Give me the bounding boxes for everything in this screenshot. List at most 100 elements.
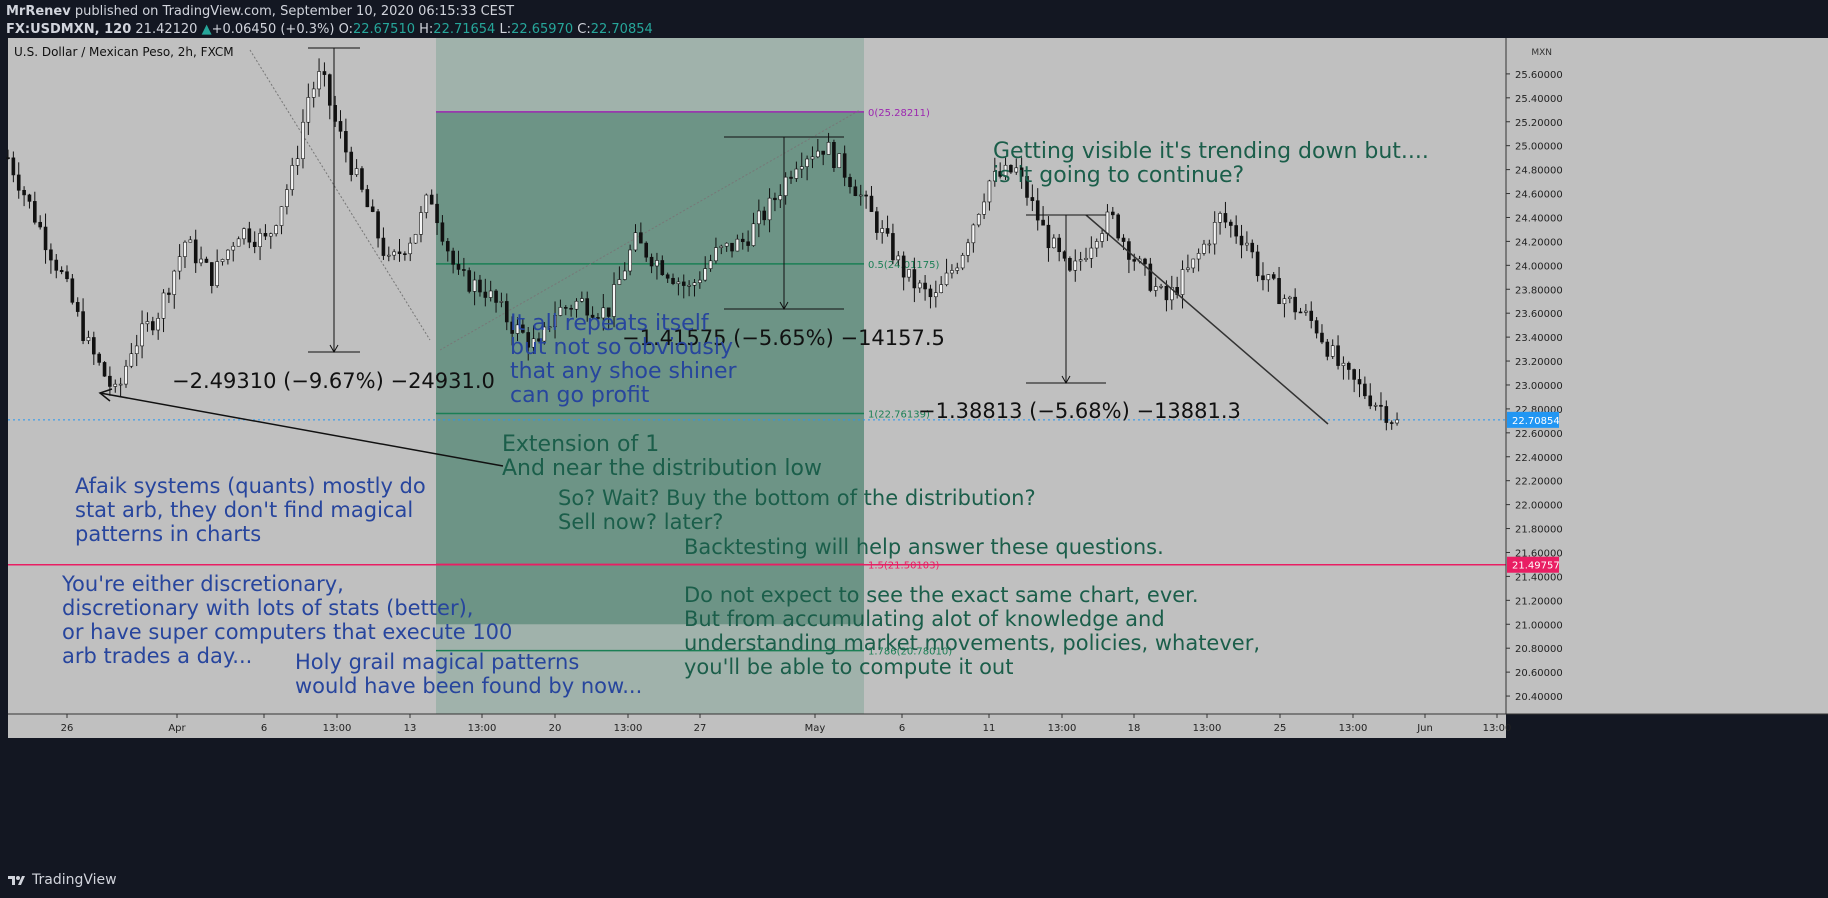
candle-body xyxy=(537,338,541,342)
candle-body xyxy=(1094,241,1099,249)
candle-body xyxy=(344,131,348,153)
candle-body xyxy=(1196,253,1201,260)
candle-body xyxy=(504,301,509,323)
measure-arrow xyxy=(779,301,789,311)
y-tick-label: 22.40000 xyxy=(1515,453,1563,464)
candle-body xyxy=(242,228,246,240)
y-tick-label: 23.40000 xyxy=(1515,333,1563,344)
candle-body xyxy=(1170,287,1174,301)
x-tick-label: Apr xyxy=(168,723,186,734)
candle-body xyxy=(762,210,767,221)
candle-body xyxy=(1089,247,1094,259)
candle-body xyxy=(338,121,343,132)
candle-body xyxy=(54,259,59,271)
candle-body xyxy=(601,307,606,319)
candle-body xyxy=(1282,298,1287,305)
candle-body xyxy=(805,158,809,167)
candle-body xyxy=(65,271,69,280)
x-tick-label: 13:00 xyxy=(468,723,497,734)
candle-body xyxy=(151,321,155,331)
candle-body xyxy=(735,238,740,252)
y-tick-label: 23.60000 xyxy=(1515,309,1563,320)
candle-body xyxy=(204,258,209,263)
candle-body xyxy=(724,242,729,247)
measure-label: −2.49310 (−9.67%) −24931.0 xyxy=(172,369,495,393)
fib-level-label: 1.786(20.78010) xyxy=(868,647,952,658)
candle-body xyxy=(156,318,160,331)
candle-body xyxy=(11,157,16,176)
change-value: +0.06450 (+0.3%) xyxy=(211,22,335,37)
candle-body xyxy=(526,332,531,348)
hline-price-tag-text: 21.49757 xyxy=(1512,561,1560,572)
high-label: H: xyxy=(419,22,434,37)
annotation-trending: Getting visible it's trending down but..… xyxy=(993,139,1429,164)
candle-body xyxy=(215,261,219,286)
candle-body xyxy=(49,249,53,261)
candle-body xyxy=(901,255,906,278)
x-tick-label: 6 xyxy=(899,723,905,734)
candle-body xyxy=(1116,214,1120,239)
dotted-trend-line xyxy=(439,109,861,351)
candle-body xyxy=(419,212,423,235)
candle-body xyxy=(934,292,938,298)
candle-body xyxy=(467,270,472,292)
candle-body xyxy=(531,338,536,348)
annotation-do-not-expect: Do not expect to see the exact same char… xyxy=(684,583,1199,607)
author-name[interactable]: MrRenev xyxy=(6,4,71,19)
low-label: L: xyxy=(499,22,512,37)
candle-body xyxy=(177,256,182,272)
candle-body xyxy=(510,321,514,334)
candle-body xyxy=(129,353,134,367)
x-tick-label: 20 xyxy=(549,723,562,734)
candle-body xyxy=(542,326,547,342)
candle-body xyxy=(1057,237,1061,253)
annotation-youre: discretionary with lots of stats (better… xyxy=(62,596,473,620)
candle-body xyxy=(301,121,305,159)
price-chart[interactable]: 0(25.28211)0.5(24.01175)1(22.76139)1.5(2… xyxy=(0,0,1828,866)
candle-body xyxy=(1373,404,1378,407)
x-tick-label: 26 xyxy=(61,723,74,734)
fib-level-label: 1(22.76139) xyxy=(868,410,930,421)
candle-body xyxy=(38,221,42,228)
y-tick-label: 23.00000 xyxy=(1515,381,1563,392)
candle-body xyxy=(912,269,917,289)
candle-body xyxy=(1003,164,1008,177)
y-tick-label: 24.60000 xyxy=(1515,190,1563,201)
y-tick-label: 20.60000 xyxy=(1515,668,1563,679)
candle-body xyxy=(1325,341,1330,357)
candle-body xyxy=(483,291,488,298)
candle-body xyxy=(429,194,434,205)
candle-body xyxy=(1052,237,1056,249)
annotation-afaik: patterns in charts xyxy=(75,522,261,546)
x-tick-label: 25 xyxy=(1274,723,1287,734)
candle-body xyxy=(220,259,225,262)
candle-body xyxy=(960,255,965,269)
candle-body xyxy=(167,292,171,295)
candle-body xyxy=(703,268,708,281)
annotation-repeats: It all repeats itself xyxy=(510,311,710,336)
candle-body xyxy=(1293,296,1297,313)
up-triangle-icon: ▲ xyxy=(201,22,212,37)
candle-body xyxy=(955,267,960,271)
candle-body xyxy=(832,142,836,168)
y-tick-label: 25.00000 xyxy=(1515,142,1563,153)
y-tick-label: 21.60000 xyxy=(1515,548,1563,559)
annotation-backtesting: Backtesting will help answer these quest… xyxy=(684,535,1164,559)
candle-body xyxy=(681,281,686,286)
candle-body xyxy=(580,298,584,302)
candle-body xyxy=(360,168,364,190)
candle-body xyxy=(1346,362,1351,370)
candle-body xyxy=(226,249,230,260)
candle-body xyxy=(1014,167,1019,173)
candle-body xyxy=(1180,269,1185,295)
candle-body xyxy=(880,228,884,233)
candle-body xyxy=(794,168,799,179)
candle-body xyxy=(917,282,922,289)
tradingview-logo[interactable]: TradingView xyxy=(6,872,117,888)
candle-body xyxy=(1191,258,1196,269)
annotation-youre: You're either discretionary, xyxy=(61,572,344,596)
candle-body xyxy=(285,189,289,207)
candle-body xyxy=(1298,311,1303,314)
candle-body xyxy=(622,270,627,280)
candle-body xyxy=(263,233,268,237)
